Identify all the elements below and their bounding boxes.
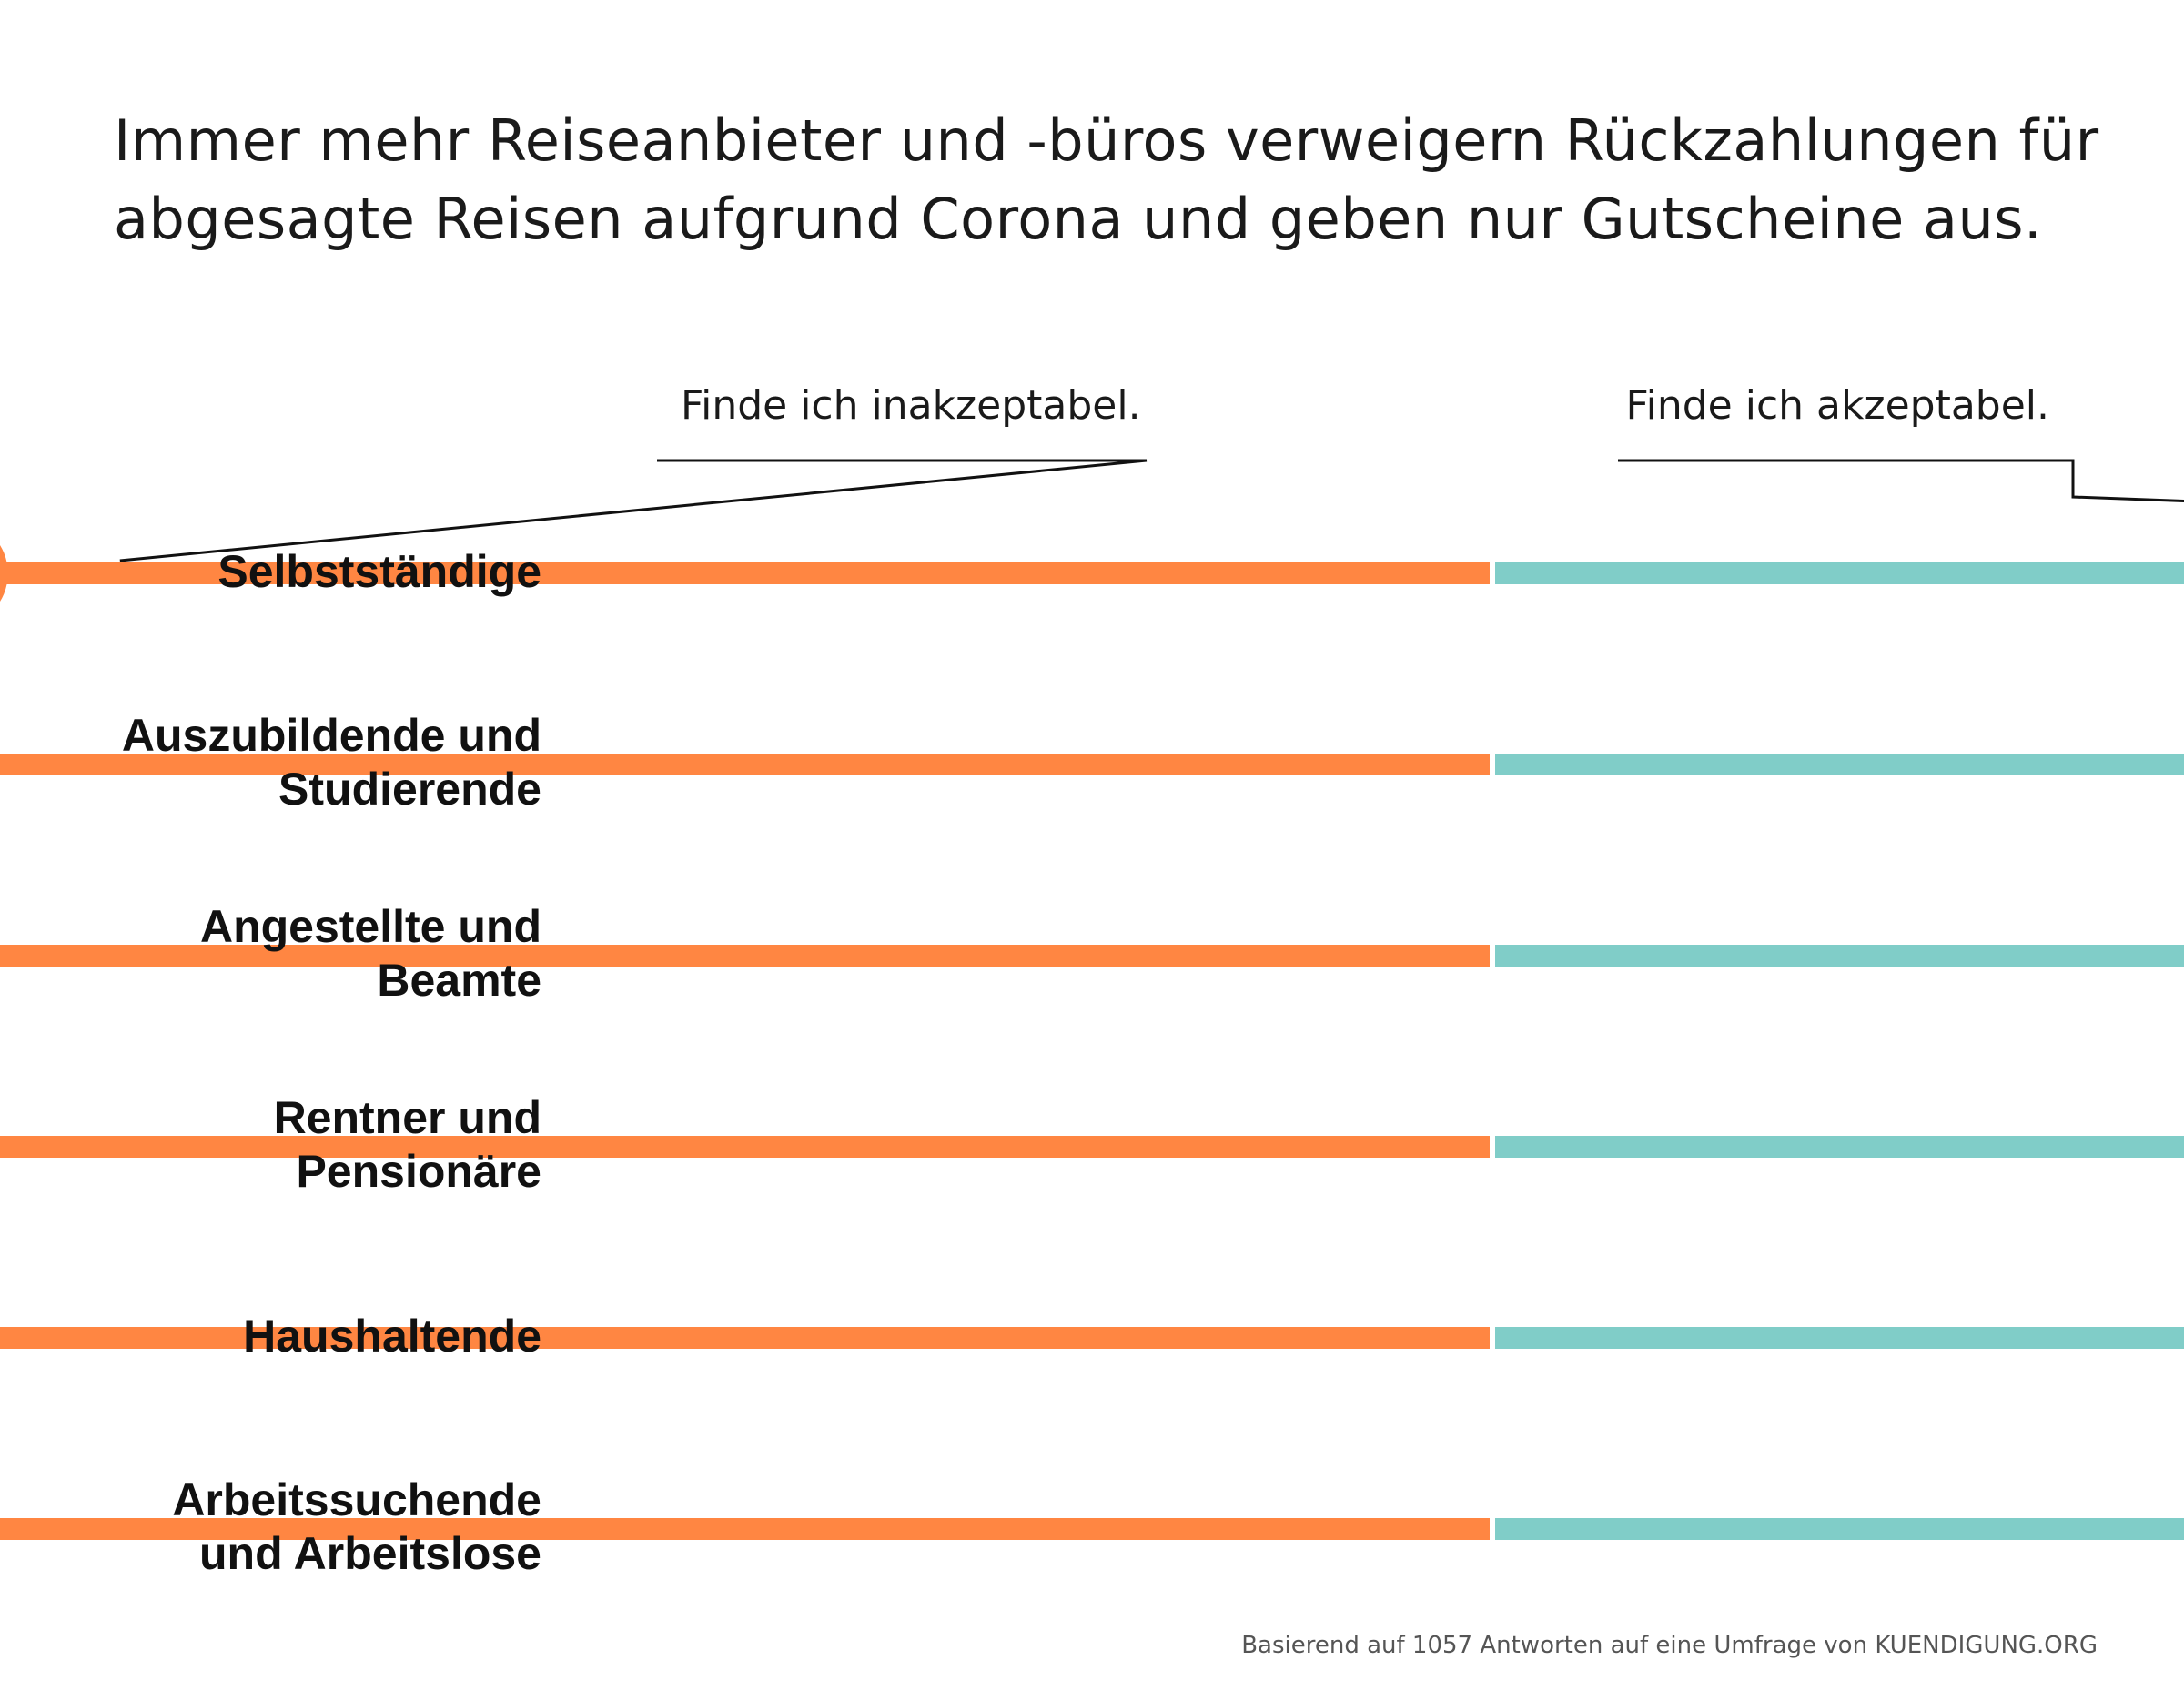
chart-marks: 54%46%63%37%69%31%69%31%70%30%72%28% <box>0 545 2184 1540</box>
bar-inakzeptabel <box>0 1136 1490 1158</box>
bar-inakzeptabel <box>0 945 1490 967</box>
category-label: Haushaltende <box>243 1310 541 1362</box>
callout-line-inakzeptabel <box>119 459 1148 562</box>
bar-akzeptabel <box>1495 754 2184 775</box>
category-label: Rentner und Pensionäre <box>273 1092 541 1197</box>
chart-title-line-1: Immer mehr Reiseanbieter und -büros verw… <box>114 107 2099 174</box>
chart-title-line-2: abgesagte Reisen aufgrund Corona und geb… <box>114 186 2043 252</box>
bar-akzeptabel <box>1495 1518 2184 1540</box>
category-label: Angestellte und Beamte <box>199 901 541 1006</box>
source-note: Basierend auf 1057 Antworten auf eine Um… <box>1241 1632 2098 1659</box>
bar-akzeptabel <box>1495 945 2184 967</box>
bar-inakzeptabel <box>0 1327 1490 1349</box>
bar-akzeptabel <box>1495 562 2184 584</box>
legend-inakzeptabel: Finde ich inakzeptabel. <box>681 382 1141 429</box>
legend-callouts <box>119 459 2184 562</box>
legend-akzeptabel: Finde ich akzeptabel. <box>1625 382 2049 429</box>
bar-akzeptabel <box>1495 1327 2184 1349</box>
callout-line-akzeptabel <box>1618 459 2184 503</box>
dot-inakzeptabel <box>0 545 8 602</box>
bar-inakzeptabel <box>0 1518 1491 1540</box>
bar-akzeptabel <box>1495 1136 2184 1158</box>
bar-inakzeptabel <box>0 754 1491 775</box>
category-label: Auszubildende und Studierende <box>121 710 541 815</box>
bar-inakzeptabel <box>0 562 1490 584</box>
category-label: Selbstständige <box>217 545 541 597</box>
category-label: Arbeitssuchende und Arbeitslose <box>172 1474 541 1579</box>
